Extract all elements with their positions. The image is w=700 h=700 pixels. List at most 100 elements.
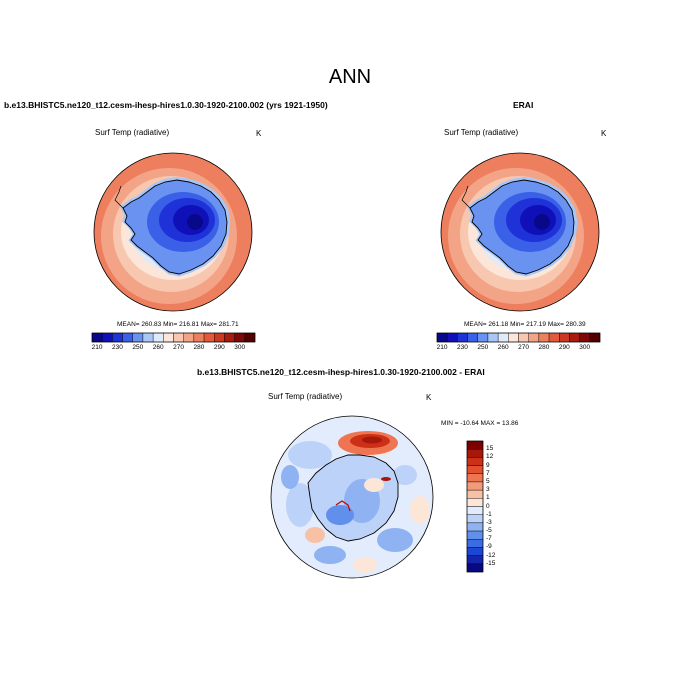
colorbar-swatch bbox=[457, 332, 468, 343]
colorbar-swatch bbox=[466, 457, 484, 466]
colorbar-tick-label: -9 bbox=[486, 543, 492, 551]
colorbar-swatch bbox=[528, 332, 540, 343]
colorbar-tick-label: -15 bbox=[486, 559, 496, 567]
colorbar-tick-label: 210 bbox=[436, 344, 448, 351]
colorbar-swatch bbox=[569, 332, 580, 343]
panel-3-colorbar-ticks: 15 12 9 7 5 3 1 0 -1 -3 -5 -7 -9 -12 -15 bbox=[486, 441, 516, 572]
colorbar-swatch bbox=[466, 506, 484, 515]
colorbar-swatch bbox=[466, 465, 484, 474]
colorbar-swatch bbox=[466, 539, 484, 548]
colorbar-frame bbox=[436, 332, 601, 343]
antarctica-diff-cold-2 bbox=[326, 505, 354, 525]
colorbar-swatch bbox=[466, 522, 484, 532]
panel-1-colorbar-ticks: 210 230 250 260 270 280 290 300 bbox=[92, 344, 255, 354]
map-border bbox=[270, 415, 434, 579]
colorbar-swatch bbox=[91, 332, 103, 343]
colorbar-swatch bbox=[234, 332, 246, 343]
panel-3-stats: MIN = -10.64 MAX = 13.86 bbox=[441, 420, 519, 427]
warm-anomaly-ross-core bbox=[362, 436, 382, 444]
colorbar-tick-label: 230 bbox=[112, 344, 123, 351]
colorbar-tick-label: 5 bbox=[486, 477, 490, 485]
panel-1-colorbar bbox=[91, 332, 256, 343]
colorbar-tick-label: 210 bbox=[91, 344, 103, 351]
colorbar-swatch bbox=[467, 332, 478, 343]
colorbar-swatch bbox=[466, 555, 484, 565]
colorbar-swatch bbox=[497, 332, 509, 343]
panel-2-title: ERAI bbox=[513, 100, 534, 110]
colorbar-swatch bbox=[112, 332, 123, 343]
panel-3-map bbox=[270, 415, 434, 579]
colorbar-swatch bbox=[466, 498, 484, 507]
coastline bbox=[469, 179, 575, 275]
colorbar-tick-label: 270 bbox=[518, 344, 530, 351]
panel-1-unit-label: K bbox=[256, 129, 262, 138]
panel-1-variable-label: Surf Temp (radiative) bbox=[95, 128, 170, 137]
map-border bbox=[440, 152, 600, 312]
colorbar-frame bbox=[91, 332, 256, 343]
colorbar-swatch bbox=[466, 489, 484, 499]
colorbar-swatch bbox=[193, 332, 205, 343]
colorbar-tick-label: -12 bbox=[486, 551, 496, 559]
ocean-diff-blob bbox=[288, 441, 332, 469]
ocean-diff-blob bbox=[353, 557, 377, 573]
ice-sheet-field-core bbox=[534, 214, 550, 230]
colorbar-tick-label: 300 bbox=[234, 344, 246, 351]
colorbar-swatch bbox=[244, 332, 256, 343]
ocean-diff-blob bbox=[314, 546, 346, 564]
colorbar-tick-label: 1 bbox=[486, 494, 490, 502]
colorbar-swatch bbox=[466, 473, 484, 483]
map-field bbox=[271, 416, 433, 578]
colorbar-swatch bbox=[477, 332, 489, 343]
colorbar-swatch bbox=[142, 332, 154, 343]
colorbar-swatch bbox=[436, 332, 448, 343]
colorbar-swatch bbox=[466, 514, 484, 524]
ice-sheet-field-core bbox=[187, 214, 203, 230]
colorbar-tick-label: 15 bbox=[486, 445, 494, 453]
panel-2-stats: MEAN= 261.18 Min= 217.19 Max= 280.39 bbox=[464, 321, 586, 328]
peninsula-coastline bbox=[114, 185, 124, 209]
map-border bbox=[93, 152, 253, 312]
colorbar-swatch bbox=[559, 332, 570, 343]
panel-1-title: b.e13.BHISTC5.ne120_t12.cesm-ihesp-hires… bbox=[4, 100, 328, 110]
panel-3-variable-label: Surf Temp (radiative) bbox=[268, 392, 343, 401]
colorbar-swatch bbox=[173, 332, 184, 343]
panel-2-unit-label: K bbox=[601, 129, 607, 138]
colorbar-tick-label: 250 bbox=[132, 344, 144, 351]
colorbar-swatch bbox=[538, 332, 550, 343]
ice-shelf-line bbox=[335, 500, 351, 512]
peninsula-coastline bbox=[461, 185, 471, 209]
colorbar-swatch bbox=[466, 547, 484, 556]
panel-2-colorbar-ticks: 210 230 250 260 270 280 290 300 bbox=[437, 344, 600, 354]
colorbar-tick-label: -5 bbox=[486, 527, 492, 535]
ocean-diff-blob bbox=[286, 483, 314, 527]
colorbar-swatch bbox=[548, 332, 560, 343]
colorbar-swatch bbox=[446, 332, 458, 343]
colorbar-tick-label: 12 bbox=[486, 453, 494, 461]
colorbar-tick-label: 250 bbox=[477, 344, 489, 351]
page-title: ANN bbox=[328, 66, 372, 88]
panel-3-colorbar bbox=[466, 440, 484, 573]
panel-2-colorbar bbox=[436, 332, 601, 343]
colorbar-swatch bbox=[487, 332, 499, 343]
colorbar-swatch bbox=[203, 332, 215, 343]
coastline bbox=[307, 454, 399, 542]
colorbar-swatch bbox=[152, 332, 164, 343]
ocean-diff-blob bbox=[305, 527, 325, 543]
colorbar-swatch bbox=[183, 332, 195, 343]
colorbar-swatch bbox=[466, 563, 484, 573]
colorbar-swatch bbox=[466, 530, 484, 540]
panel-2-map bbox=[440, 152, 600, 312]
colorbar-swatch bbox=[518, 332, 529, 343]
colorbar-tick-label: 290 bbox=[213, 344, 225, 351]
colorbar-swatch bbox=[589, 332, 601, 343]
colorbar-tick-label: 290 bbox=[558, 344, 570, 351]
colorbar-tick-label: 230 bbox=[457, 344, 468, 351]
coastline bbox=[122, 179, 228, 275]
panel-2-variable-label: Surf Temp (radiative) bbox=[444, 128, 519, 137]
colorbar-tick-label: -7 bbox=[486, 535, 492, 543]
panel-1-stats: MEAN= 260.83 Min= 216.81 Max= 281.71 bbox=[117, 321, 239, 328]
colorbar-swatch bbox=[101, 332, 113, 343]
colorbar-swatch bbox=[132, 332, 144, 343]
colorbar-swatch bbox=[466, 481, 484, 491]
colorbar-swatch bbox=[224, 332, 235, 343]
